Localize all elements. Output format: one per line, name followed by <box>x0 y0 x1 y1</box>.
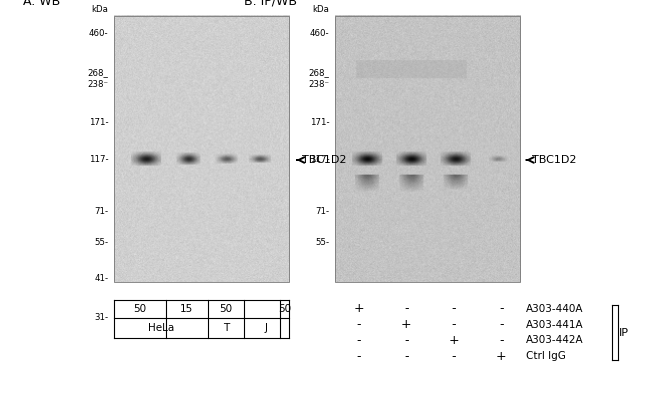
Text: 268_: 268_ <box>88 69 109 77</box>
Text: IP: IP <box>619 327 629 338</box>
Text: A303-442A: A303-442A <box>526 335 584 346</box>
Text: B. IP/WB: B. IP/WB <box>244 0 297 8</box>
Text: 55-: 55- <box>94 239 109 247</box>
Text: TBC1D2: TBC1D2 <box>532 155 576 165</box>
Text: A303-440A: A303-440A <box>526 304 583 314</box>
Text: 460-: 460- <box>89 29 109 38</box>
Bar <box>335 16 520 282</box>
Text: 50: 50 <box>133 304 146 314</box>
Text: J: J <box>265 323 268 333</box>
Text: +: + <box>448 334 459 347</box>
Text: 55-: 55- <box>315 239 330 247</box>
Text: -: - <box>499 334 503 347</box>
Text: T: T <box>223 323 229 333</box>
Text: -: - <box>452 303 456 315</box>
Text: -: - <box>499 303 503 315</box>
Text: +: + <box>354 303 364 315</box>
Text: 238⁻: 238⁻ <box>309 81 330 89</box>
Text: 71-: 71- <box>94 207 109 216</box>
Text: kDa: kDa <box>313 6 330 14</box>
Text: 460-: 460- <box>310 29 330 38</box>
Text: -: - <box>404 303 408 315</box>
Text: +: + <box>496 350 506 363</box>
Text: 15: 15 <box>180 304 194 314</box>
Text: -: - <box>357 318 361 331</box>
Text: 268_: 268_ <box>309 69 330 77</box>
Text: Ctrl IgG: Ctrl IgG <box>526 351 566 361</box>
Text: 50: 50 <box>219 304 233 314</box>
Text: -: - <box>404 350 408 363</box>
Bar <box>114 16 289 282</box>
Text: -: - <box>452 318 456 331</box>
Text: TBC1D2: TBC1D2 <box>302 155 346 165</box>
Text: 171-: 171- <box>310 118 330 127</box>
Text: 71-: 71- <box>315 207 330 216</box>
Text: 50: 50 <box>278 304 291 314</box>
Text: -: - <box>357 334 361 347</box>
Text: 117-: 117- <box>89 156 109 164</box>
Text: 31-: 31- <box>94 314 109 322</box>
Text: +: + <box>401 318 411 331</box>
Text: -: - <box>499 318 503 331</box>
Text: HeLa: HeLa <box>148 323 174 333</box>
Text: A. WB: A. WB <box>23 0 60 8</box>
Text: 41-: 41- <box>94 274 109 283</box>
Text: -: - <box>404 334 408 347</box>
Text: -: - <box>357 350 361 363</box>
Text: kDa: kDa <box>92 6 109 14</box>
Text: -: - <box>452 350 456 363</box>
Text: A303-441A: A303-441A <box>526 320 584 330</box>
Text: 117-: 117- <box>310 156 330 164</box>
Text: 238⁻: 238⁻ <box>88 81 109 89</box>
Text: 171-: 171- <box>89 118 109 127</box>
